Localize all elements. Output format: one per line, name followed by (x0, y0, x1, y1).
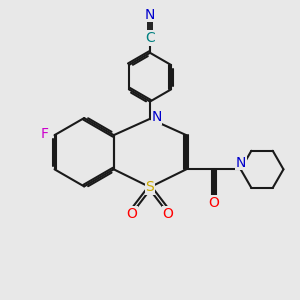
Text: F: F (40, 127, 48, 141)
Text: C: C (145, 31, 155, 45)
Text: O: O (127, 207, 138, 221)
Text: O: O (162, 207, 173, 221)
Text: O: O (208, 196, 219, 210)
Text: N: N (236, 156, 246, 170)
Text: N: N (145, 8, 155, 22)
Text: N: N (152, 110, 162, 124)
Text: S: S (146, 180, 154, 194)
